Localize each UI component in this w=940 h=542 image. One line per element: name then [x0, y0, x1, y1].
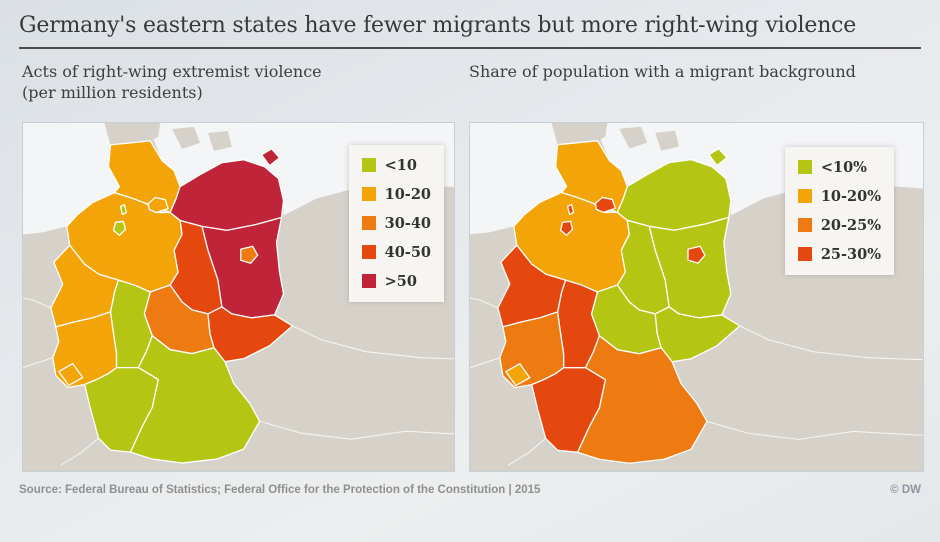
legend-label: >50: [384, 272, 417, 290]
legend-swatch: [797, 160, 812, 175]
border-france-switzerland: [507, 437, 547, 466]
north-sea: [23, 122, 120, 234]
violence-subtitle-line1: Acts of right-wing extremist violence: [22, 62, 322, 81]
legend-label: 25-30%: [820, 245, 881, 263]
border-france-switzerland: [60, 437, 99, 466]
legend-item: 40-50: [361, 243, 431, 261]
state-saarland: [505, 362, 531, 386]
country-borders: [23, 297, 454, 466]
legend-swatch: [361, 274, 376, 289]
state-berlin: [687, 245, 706, 264]
legend-label: <10: [384, 156, 417, 174]
legend-swatch: [361, 158, 376, 173]
legend-label: <10%: [820, 158, 867, 176]
border-czechia-austria: [706, 420, 923, 440]
state-bremen: [112, 203, 128, 236]
border-belgium-luxembourg: [470, 356, 501, 368]
legend-item: 25-30%: [797, 245, 881, 263]
legend-label: 40-50: [384, 243, 431, 261]
legend-swatch: [361, 245, 376, 260]
legend-swatch: [797, 218, 812, 233]
subtitle-row: Acts of right-wing extremist violence (p…: [22, 62, 924, 104]
state-bremen: [559, 203, 575, 236]
legend-label: 10-20%: [820, 187, 881, 205]
violence-map-legend: <10 10-20 30-40 40-50 >50: [348, 144, 444, 302]
title-underline: [19, 47, 921, 49]
legend-swatch: [361, 187, 376, 202]
state-hamburg: [594, 196, 617, 213]
germany-states: [497, 139, 741, 464]
danish-islands: [172, 126, 232, 151]
migrants-map-subtitle: Share of population with a migrant backg…: [469, 62, 856, 81]
border-poland-czechia: [739, 324, 923, 360]
north-sea: [470, 122, 567, 234]
state-baden-wuerttemberg: [531, 366, 607, 453]
denmark: [551, 122, 608, 145]
maps-row: <10 10-20 30-40 40-50 >50: [22, 121, 924, 472]
legend-item: 10-20: [361, 185, 431, 203]
border-czechia-austria: [259, 420, 454, 440]
legend-swatch: [361, 216, 376, 231]
legend-item: 30-40: [361, 214, 431, 232]
denmark: [104, 122, 161, 145]
state-berlin: [240, 245, 259, 264]
dw-credit: © DW: [890, 483, 921, 496]
infographic-root: { "title": "Germany's eastern states hav…: [0, 13, 940, 542]
source-text: Source: Federal Bureau of Statistics; Fe…: [19, 483, 541, 496]
legend-item: 10-20%: [797, 187, 881, 205]
border-belgium-luxembourg: [23, 356, 54, 368]
border-netherlands-belgium: [470, 297, 499, 309]
legend-item: <10%: [797, 158, 881, 176]
state-hamburg: [147, 196, 169, 213]
migrants-map-panel: <10% 10-20% 20-25% 25-30%: [469, 121, 924, 472]
violence-subtitle-line2: (per million residents): [22, 82, 203, 102]
border-netherlands-belgium: [23, 297, 52, 309]
germany-states: [50, 139, 294, 464]
legend-swatch: [797, 189, 812, 204]
state-baden-wuerttemberg: [83, 366, 159, 453]
page: Germany's eastern states have fewer migr…: [0, 13, 940, 496]
state-saarland: [58, 362, 84, 386]
legend-label: 20-25%: [820, 216, 881, 234]
border-poland-czechia: [292, 324, 454, 360]
footer: Source: Federal Bureau of Statistics; Fe…: [19, 484, 921, 496]
baltic-sea: [600, 122, 923, 215]
legend-item: >50: [361, 272, 431, 290]
danish-islands: [619, 126, 680, 151]
violence-map-subtitle: Acts of right-wing extremist violence (p…: [22, 62, 455, 104]
violence-map-panel: <10 10-20 30-40 40-50 >50: [22, 121, 455, 472]
page-title: Germany's eastern states have fewer migr…: [19, 13, 857, 38]
legend-item: <10: [361, 156, 431, 174]
migrants-map-legend: <10% 10-20% 20-25% 25-30%: [784, 146, 894, 275]
legend-item: 20-25%: [797, 216, 881, 234]
country-borders: [470, 297, 923, 466]
legend-label: 10-20: [384, 185, 431, 203]
legend-swatch: [797, 247, 812, 262]
legend-label: 30-40: [384, 214, 431, 232]
